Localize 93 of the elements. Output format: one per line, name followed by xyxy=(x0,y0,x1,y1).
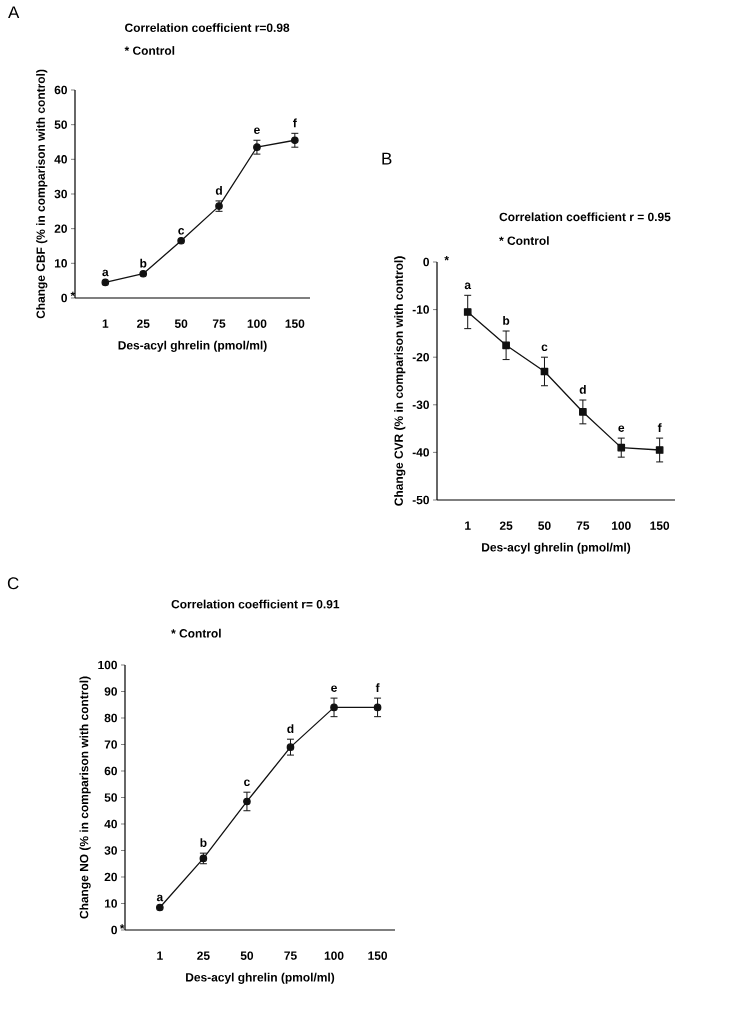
point xyxy=(291,136,299,145)
x-axis-title: Des-acyl ghrelin (pmol/ml) xyxy=(482,542,631,554)
y-tick-label: 10 xyxy=(54,259,67,268)
text: * Control xyxy=(124,46,175,55)
point xyxy=(286,743,295,751)
point xyxy=(253,143,261,152)
y-tick-label: 80 xyxy=(104,713,117,723)
text: * xyxy=(119,924,125,929)
data-label: e xyxy=(331,685,337,692)
data-label: b xyxy=(503,316,510,325)
y-tick-label: 100 xyxy=(98,660,117,670)
x-tick-label: 100 xyxy=(324,951,344,960)
y-tick-label: -40 xyxy=(412,448,429,457)
text: Correlation coefficient r = 0.95 xyxy=(499,212,671,222)
x-tick-label: 75 xyxy=(212,319,226,328)
point xyxy=(330,703,338,712)
y-tick-label: 30 xyxy=(54,189,67,199)
x-tick-label: 1 xyxy=(157,951,163,960)
x-tick-label: 75 xyxy=(576,521,590,530)
chart-title: B xyxy=(382,152,392,165)
x-tick-label: 150 xyxy=(285,319,305,328)
x-axis-title: Des-acyl ghrelin (pmol/ml) xyxy=(118,340,267,352)
y-tick-label: 0 xyxy=(423,257,429,267)
chart-title: A xyxy=(8,6,20,19)
x-tick-label: 50 xyxy=(174,319,188,328)
point xyxy=(156,903,164,912)
y-tick-label: 90 xyxy=(104,687,117,696)
y-axis-title: Change NO (% in comparison with control) xyxy=(79,676,91,919)
data-label: b xyxy=(200,838,207,847)
point xyxy=(463,308,472,316)
x-tick-label: 1 xyxy=(465,521,471,530)
y-tick-label: 40 xyxy=(54,155,67,164)
data-label: e xyxy=(254,127,260,135)
data-label: d xyxy=(287,724,294,734)
y-tick-label: 20 xyxy=(54,224,67,233)
x-tick-label: 75 xyxy=(284,951,297,960)
x-tick-label: 50 xyxy=(240,951,254,960)
y-tick-label: -50 xyxy=(412,495,429,505)
point xyxy=(617,443,626,452)
point xyxy=(502,341,510,350)
point xyxy=(139,269,148,278)
text: * Control xyxy=(499,236,549,245)
y-tick-label: 0 xyxy=(111,925,117,935)
data-label: a xyxy=(156,894,164,902)
point xyxy=(177,236,185,245)
data-label: a xyxy=(102,269,109,277)
x-tick-label: 25 xyxy=(499,521,513,530)
y-tick-label: 0 xyxy=(61,293,67,303)
data-label: c xyxy=(541,344,548,352)
y-tick-label: 20 xyxy=(104,872,117,882)
data-label: b xyxy=(140,258,147,268)
y-tick-label: 60 xyxy=(54,85,67,95)
data-label: e xyxy=(618,425,625,432)
x-tick-label: 150 xyxy=(368,951,388,960)
y-axis-title: Change CVR (% in comparison with control) xyxy=(394,256,406,506)
text: * xyxy=(444,255,449,261)
x-tick-label: 150 xyxy=(650,521,670,530)
y-tick-label: -20 xyxy=(412,352,429,362)
y-tick-label: 50 xyxy=(104,793,117,802)
x-axis-title: Des-acyl ghrelin (pmol/ml) xyxy=(186,972,335,984)
point xyxy=(579,408,587,416)
y-tick-label: -10 xyxy=(412,305,429,314)
data-label: c xyxy=(244,779,250,787)
y-tick-label: -30 xyxy=(412,400,429,410)
x-tick-label: 25 xyxy=(197,951,210,960)
x-tick-label: 100 xyxy=(247,319,267,328)
y-axis-title: Change CBF (% in comparison with control) xyxy=(36,69,48,319)
annotation: * xyxy=(70,291,76,297)
x-tick-label: 50 xyxy=(538,521,551,530)
x-tick-label: 1 xyxy=(102,319,109,328)
chart-title: C xyxy=(7,577,19,590)
data-label: a xyxy=(464,282,472,290)
data-label: f xyxy=(657,423,662,432)
text: Correlation coefficient r= 0.91 xyxy=(171,599,340,609)
data-label: f xyxy=(293,118,297,128)
data-label: c xyxy=(178,228,185,235)
data-label: d xyxy=(579,385,586,394)
x-tick-label: 25 xyxy=(137,319,150,328)
point xyxy=(655,446,664,454)
y-tick-label: 10 xyxy=(104,899,117,908)
y-tick-label: 30 xyxy=(104,846,117,855)
point xyxy=(373,703,382,712)
data-label: f xyxy=(375,683,380,692)
point xyxy=(243,797,251,806)
y-tick-label: 60 xyxy=(104,766,117,776)
x-tick-label: 100 xyxy=(612,521,631,530)
data-label: d xyxy=(215,185,222,195)
text: * Control xyxy=(171,628,221,638)
point xyxy=(101,278,110,287)
text: Correlation coefficient r=0.98 xyxy=(125,23,290,32)
y-tick-label: 40 xyxy=(104,819,117,829)
y-tick-label: 70 xyxy=(104,740,117,749)
y-tick-label: 50 xyxy=(54,120,67,129)
